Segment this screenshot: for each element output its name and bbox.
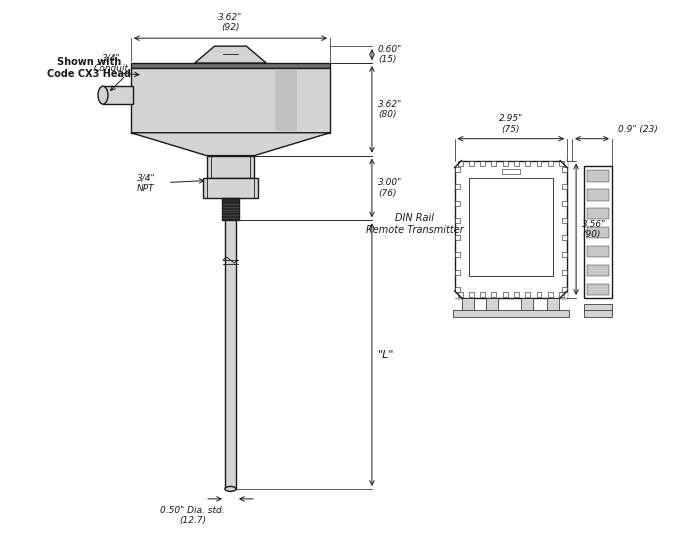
Bar <box>455 287 460 292</box>
Bar <box>455 184 460 189</box>
Polygon shape <box>454 161 461 168</box>
Bar <box>536 161 542 166</box>
Text: 3.62"
(80): 3.62" (80) <box>378 100 402 119</box>
Bar <box>455 167 460 172</box>
Bar <box>584 310 612 317</box>
Bar <box>454 161 567 298</box>
Bar <box>275 69 298 131</box>
Bar <box>536 293 542 298</box>
Bar <box>559 293 564 298</box>
Bar <box>491 293 496 298</box>
Bar <box>503 161 507 166</box>
Bar <box>455 201 460 206</box>
Text: Shown with
Code CX3 Head: Shown with Code CX3 Head <box>47 57 131 79</box>
Bar <box>587 208 609 219</box>
Text: 3.00"
(76): 3.00" (76) <box>378 178 402 197</box>
Bar <box>587 284 609 295</box>
Bar <box>469 161 474 166</box>
Text: DIN Rail
Remote Transmitter: DIN Rail Remote Transmitter <box>366 213 463 235</box>
Polygon shape <box>454 291 461 298</box>
Bar <box>206 156 254 179</box>
Text: 3/4"
Conduit: 3/4" Conduit <box>94 54 129 73</box>
Bar <box>525 161 530 166</box>
Text: 0.50" Dia. std.
(12.7): 0.50" Dia. std. (12.7) <box>160 506 225 525</box>
Ellipse shape <box>225 486 236 491</box>
Bar <box>514 161 519 166</box>
Bar <box>584 166 612 298</box>
Bar <box>458 293 463 298</box>
Bar <box>561 218 566 223</box>
Bar <box>548 293 553 298</box>
Bar <box>131 68 330 133</box>
Bar <box>455 218 460 223</box>
Text: 2.95"
(75): 2.95" (75) <box>498 114 523 134</box>
Bar <box>561 184 566 189</box>
Bar <box>561 167 566 172</box>
Bar <box>561 252 566 257</box>
Bar <box>514 293 519 298</box>
Text: "L": "L" <box>378 350 394 360</box>
Bar <box>480 293 485 298</box>
Bar <box>225 221 236 489</box>
Bar <box>548 161 553 166</box>
Bar <box>502 168 520 173</box>
Bar <box>561 287 566 292</box>
Bar <box>455 235 460 240</box>
Bar <box>469 293 474 298</box>
Bar <box>202 179 258 199</box>
Bar <box>468 179 553 276</box>
Bar <box>458 161 463 166</box>
Bar <box>455 270 460 274</box>
Bar <box>525 293 530 298</box>
Polygon shape <box>560 161 567 168</box>
Bar <box>503 293 507 298</box>
Bar <box>221 199 239 221</box>
Polygon shape <box>131 133 330 156</box>
Bar <box>587 189 609 201</box>
Polygon shape <box>195 46 266 63</box>
Bar <box>453 310 569 317</box>
Bar <box>561 201 566 206</box>
Bar <box>547 298 559 311</box>
Bar <box>561 235 566 240</box>
Ellipse shape <box>98 86 108 104</box>
Bar <box>131 63 330 68</box>
Bar <box>486 298 498 311</box>
Bar <box>587 265 609 276</box>
Bar <box>455 252 460 257</box>
Bar <box>587 170 609 182</box>
Bar <box>522 298 533 311</box>
Bar <box>587 227 609 238</box>
Bar <box>559 161 564 166</box>
Polygon shape <box>560 291 567 298</box>
Bar <box>103 86 133 104</box>
Text: 3.56"
(90): 3.56" (90) <box>582 219 606 239</box>
Text: 3.62"
(92): 3.62" (92) <box>218 13 243 32</box>
Bar <box>587 246 609 257</box>
Text: 0.60"
(15): 0.60" (15) <box>378 45 402 64</box>
Text: 3/4"
NPT: 3/4" NPT <box>136 174 155 193</box>
Bar <box>461 298 473 311</box>
Bar <box>561 270 566 274</box>
Text: 0.9" (23): 0.9" (23) <box>618 125 658 134</box>
Bar <box>491 161 496 166</box>
Bar <box>480 161 485 166</box>
Bar <box>584 304 612 311</box>
